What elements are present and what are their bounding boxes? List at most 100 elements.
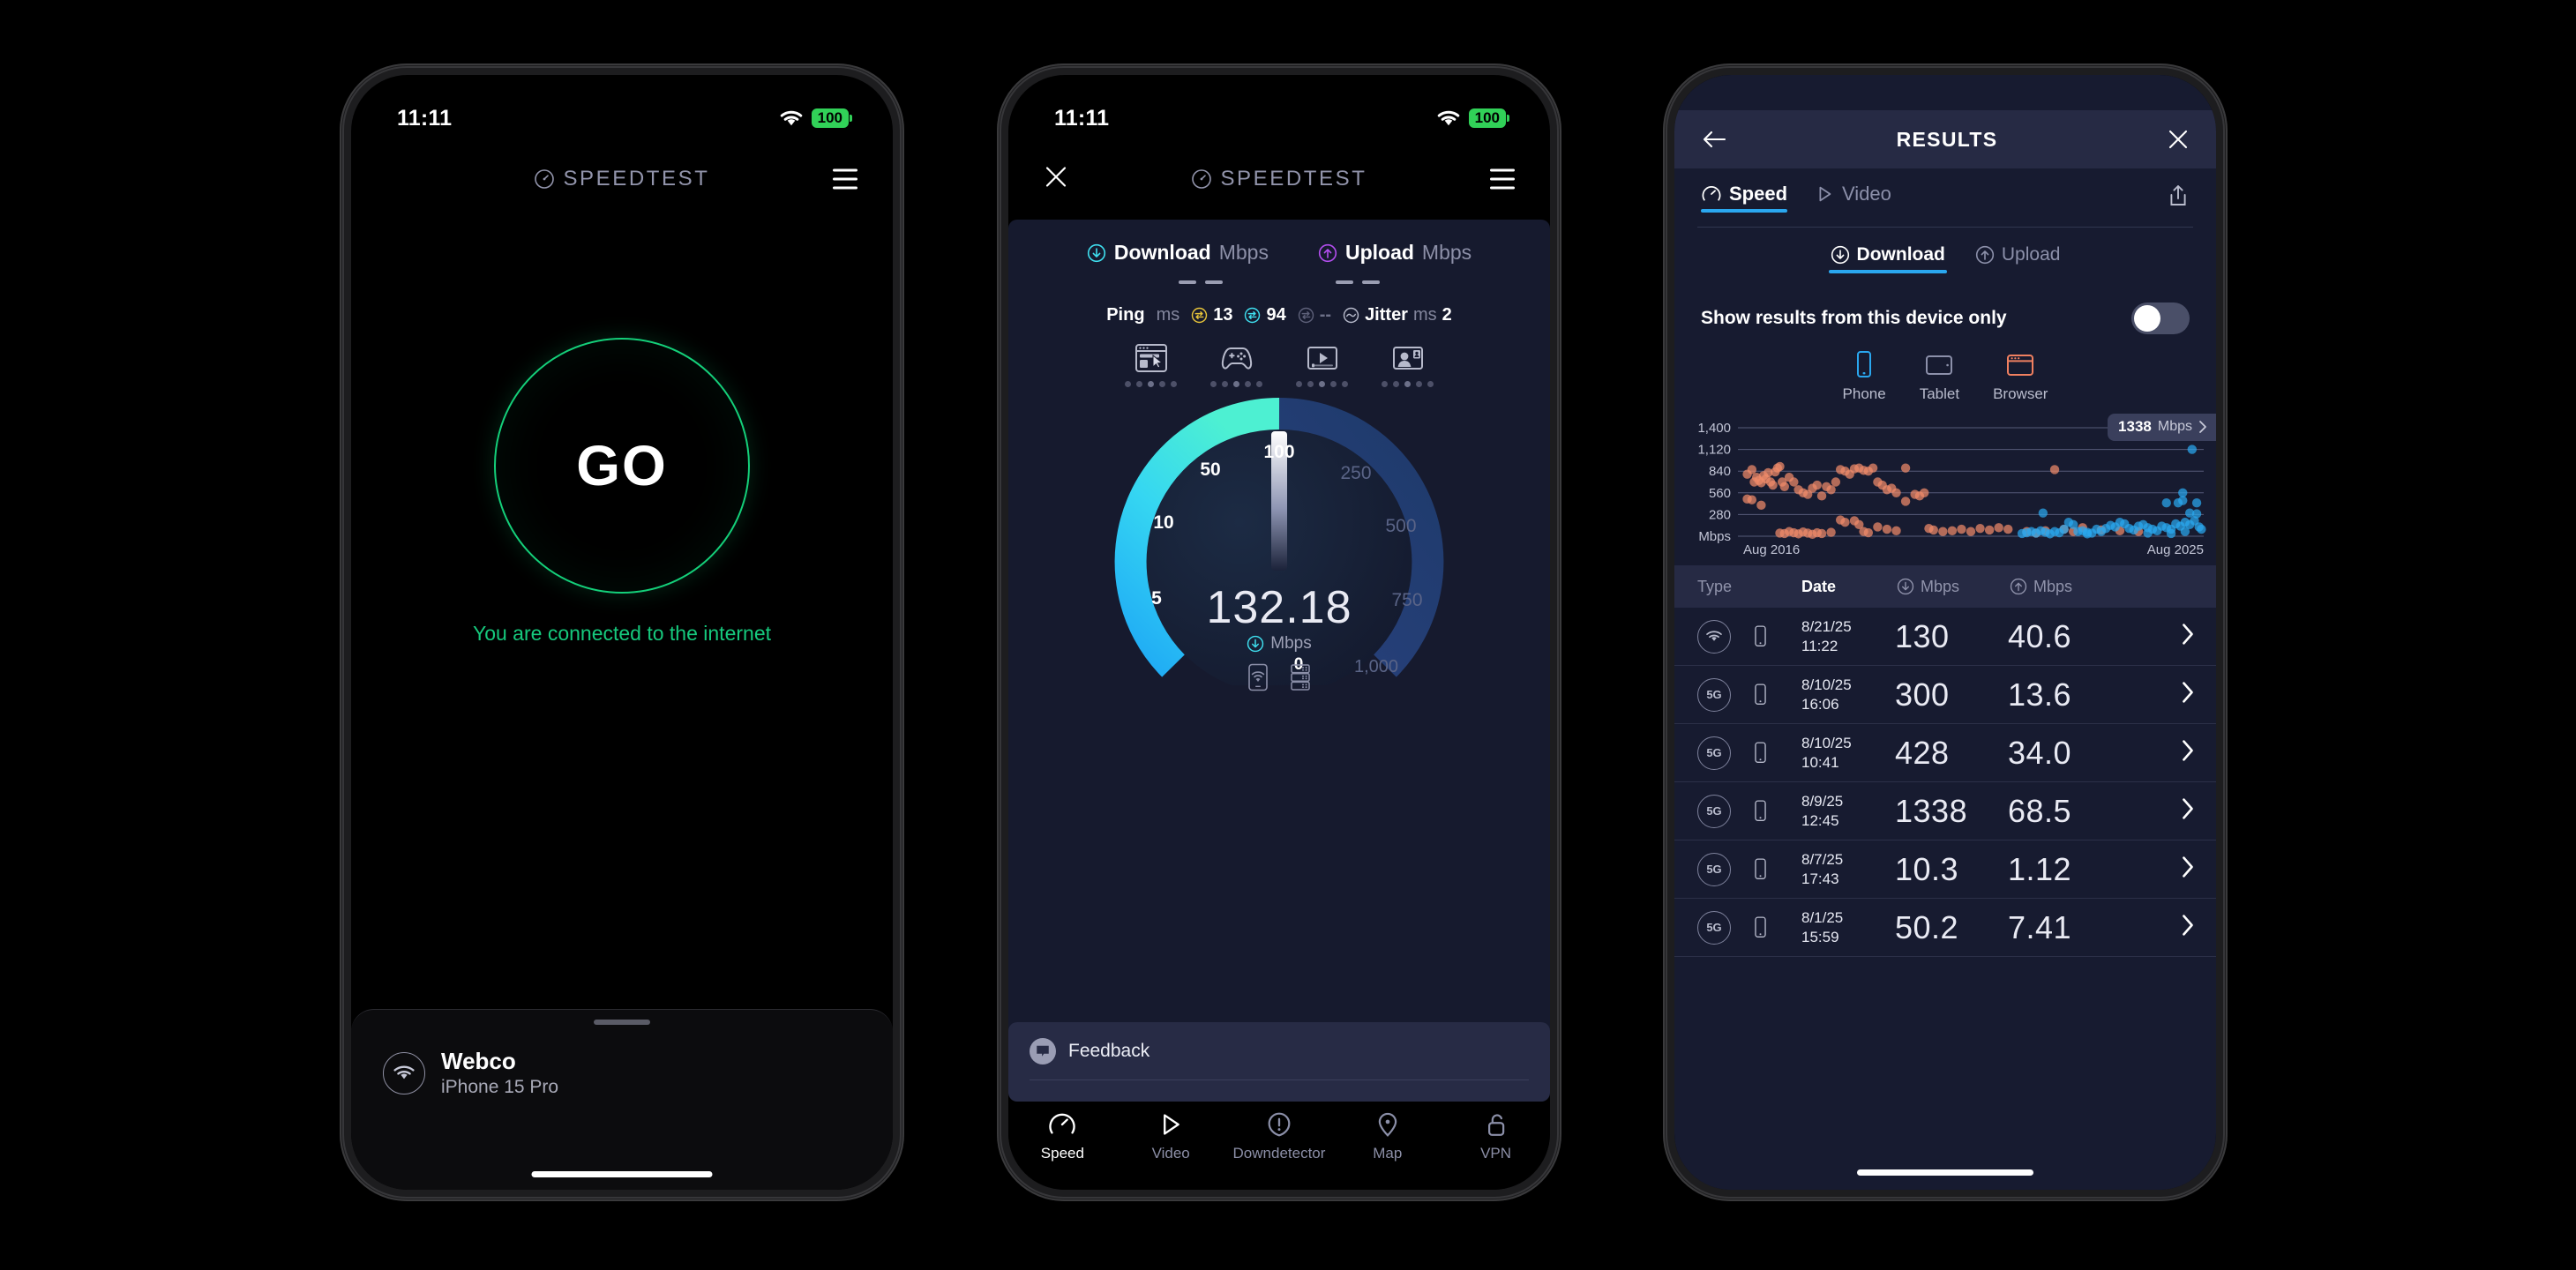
sheet-grab-handle[interactable] xyxy=(594,1020,650,1025)
row-date-time: 10:41 xyxy=(1801,753,1839,771)
tab-video[interactable]: Video xyxy=(1123,1110,1218,1162)
status-right: 100 xyxy=(780,108,852,128)
table-row[interactable]: 8/21/25 11:22 130 40.6 xyxy=(1674,608,2216,666)
row-detail-button[interactable] xyxy=(2181,855,2216,883)
header-download[interactable]: Mbps xyxy=(1897,578,2010,596)
share-icon[interactable] xyxy=(2167,183,2190,208)
svg-text:Aug 2016: Aug 2016 xyxy=(1743,542,1800,557)
battery-indicator: 100 xyxy=(811,108,852,128)
table-row[interactable]: 5G 8/10/25 10:41 428 34.0 xyxy=(1674,724,2216,782)
brand-text: SPEEDTEST xyxy=(563,167,710,190)
phone-wifi-icon xyxy=(1248,663,1268,691)
battery-level: 100 xyxy=(1468,108,1506,128)
row-date-time: 11:22 xyxy=(1801,637,1838,654)
tab-downdetector[interactable]: Downdetector xyxy=(1232,1110,1327,1162)
row-detail-button[interactable] xyxy=(2181,914,2216,941)
row-connection-type: 5G xyxy=(1697,677,1752,712)
cellular-chip-icon: 5G xyxy=(1697,736,1731,770)
peak-speed-badge[interactable]: 1338 Mbps xyxy=(2108,414,2216,441)
tab-map[interactable]: Map xyxy=(1340,1110,1435,1162)
alert-icon xyxy=(1268,1112,1291,1137)
phone-2-frame: 11:11 100 xyxy=(997,64,1561,1201)
device-type-phone[interactable]: Phone xyxy=(1843,350,1886,403)
server-card[interactable]: Webco iPhone 15 Pro xyxy=(351,1025,893,1099)
tab-vpn[interactable]: VPN xyxy=(1449,1110,1544,1162)
server-sheet[interactable]: Webco iPhone 15 Pro xyxy=(351,1009,893,1190)
table-row[interactable]: 5G 8/7/25 17:43 10.3 1.12 xyxy=(1674,840,2216,899)
phone-2-screen: 11:11 100 xyxy=(1008,75,1550,1190)
rating-dots xyxy=(1382,381,1434,387)
tab-video[interactable]: Video xyxy=(1814,183,1891,213)
device-type-browser[interactable]: Browser xyxy=(1993,350,2048,403)
row-date-time: 12:45 xyxy=(1801,811,1839,829)
ping-download-icon xyxy=(1245,307,1261,324)
row-device-icon xyxy=(1752,741,1801,766)
tab-speed[interactable]: Speed xyxy=(1701,183,1788,213)
jitter-group: Jitter ms 2 xyxy=(1343,305,1452,325)
ping-label: Ping xyxy=(1106,305,1145,325)
svg-text:840: 840 xyxy=(1709,464,1731,479)
wifi-chip-icon xyxy=(1697,619,1731,654)
svg-text:100: 100 xyxy=(1263,442,1294,462)
video-call-icon xyxy=(1392,347,1423,370)
download-label: Download xyxy=(1113,241,1211,264)
phone-1-screen: 11:11 100 xyxy=(351,75,893,1190)
jitter-icon xyxy=(1343,307,1359,324)
header-upload[interactable]: Mbps xyxy=(2010,578,2123,596)
share-button[interactable] xyxy=(2167,183,2190,213)
peak-speed-unit: Mbps xyxy=(2157,419,2192,434)
cellular-chip-icon: 5G xyxy=(1697,852,1731,886)
upload-circle-icon xyxy=(2010,578,2027,595)
gauge-value: 132.18 xyxy=(1206,582,1352,633)
back-arrow-icon[interactable] xyxy=(1701,128,1727,151)
phone-3-screen: RESULTS Speed xyxy=(1674,75,2216,1190)
go-button[interactable]: GO xyxy=(494,338,750,594)
menu-button[interactable] xyxy=(833,168,857,190)
results-scatter-chart[interactable]: 1338 Mbps Mbps 280 560 840 1,120 1,400 Aug 201… xyxy=(1674,414,2216,559)
row-device-icon xyxy=(1752,683,1801,707)
cellular-chip-icon: 5G xyxy=(1697,677,1731,712)
close-button[interactable] xyxy=(1044,165,1068,194)
download-circle-icon xyxy=(1087,243,1105,262)
upload-label: Upload xyxy=(1344,241,1414,264)
table-row[interactable]: 5G 8/10/25 16:06 300 13.6 xyxy=(1674,666,2216,724)
svg-text:50: 50 xyxy=(1200,459,1220,480)
phone-icon xyxy=(1857,351,1872,377)
table-row[interactable]: 5G 8/1/25 15:59 50.2 7.41 xyxy=(1674,899,2216,957)
hamburger-menu-icon[interactable] xyxy=(1490,168,1515,190)
unlock-icon xyxy=(1487,1114,1504,1136)
row-connection-type: 5G xyxy=(1697,794,1752,828)
tab-video-label: Video xyxy=(1842,183,1891,205)
row-connection-type: 5G xyxy=(1697,736,1752,770)
results-table-header: Type Date Mbps Mbps xyxy=(1674,565,2216,608)
use-case-video xyxy=(1296,343,1348,387)
hamburger-menu-icon[interactable] xyxy=(833,168,857,190)
device-filter-toggle[interactable] xyxy=(2131,303,2190,334)
ping-unit: ms xyxy=(1156,305,1180,325)
segment-upload[interactable]: Upload xyxy=(1975,244,2060,273)
chevron-right-icon xyxy=(2183,915,2193,936)
play-icon xyxy=(1819,186,1831,202)
segment-download[interactable]: Download xyxy=(1828,244,1948,273)
battery-nub xyxy=(850,115,852,122)
gaming-icon xyxy=(1221,347,1252,370)
wifi-circle-icon xyxy=(383,1051,425,1094)
table-row[interactable]: 5G 8/9/25 12:45 1338 68.5 xyxy=(1674,782,2216,840)
close-icon[interactable] xyxy=(2167,128,2190,151)
feedback-card[interactable]: Feedback xyxy=(1008,1022,1550,1102)
close-icon[interactable] xyxy=(1044,165,1068,190)
row-detail-button[interactable] xyxy=(2181,797,2216,825)
use-case-video-call xyxy=(1382,343,1434,387)
tab-video-label: Video xyxy=(1151,1145,1190,1162)
row-detail-button[interactable] xyxy=(2181,681,2216,708)
use-case-gaming xyxy=(1210,343,1262,387)
feedback-header[interactable]: Feedback xyxy=(1030,1038,1529,1065)
brand-text: SPEEDTEST xyxy=(1220,167,1367,190)
row-detail-button[interactable] xyxy=(2181,739,2216,766)
row-detail-button[interactable] xyxy=(2181,623,2216,650)
row-upload-value: 68.5 xyxy=(2008,792,2072,829)
tab-speed[interactable]: Speed xyxy=(1015,1110,1110,1162)
device-type-tablet[interactable]: Tablet xyxy=(1920,350,1959,403)
tab-vpn-label: VPN xyxy=(1480,1145,1512,1162)
menu-button[interactable] xyxy=(1490,168,1515,190)
